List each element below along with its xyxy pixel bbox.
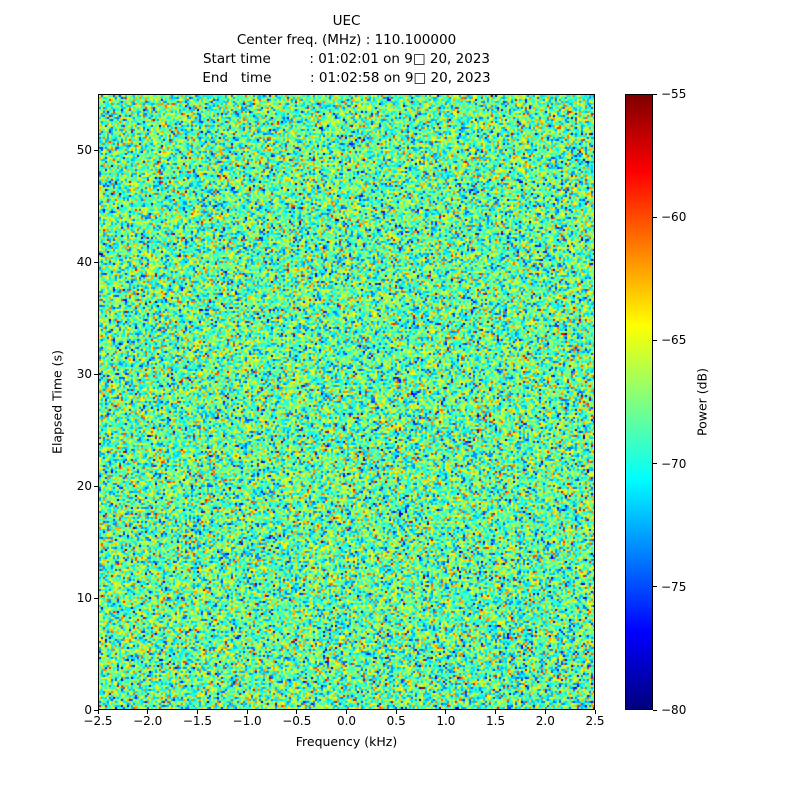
x-tick-mark (147, 710, 149, 714)
colorbar-tick-label: −55 (661, 87, 687, 101)
y-axis-label: Elapsed Time (s) (49, 350, 65, 454)
y-tick-label: 50 (76, 143, 92, 157)
x-tick-label: 1.5 (486, 714, 506, 728)
y-tick-label: 40 (76, 255, 92, 269)
x-tick-mark (196, 710, 198, 714)
x-tick-label: −1.5 (182, 714, 212, 728)
x-tick-mark (594, 710, 596, 714)
x-tick-mark (445, 710, 447, 714)
colorbar-gradient-canvas (626, 95, 652, 709)
y-tick-mark (94, 149, 98, 151)
x-tick-mark (246, 710, 248, 714)
x-tick-label: 1.0 (436, 714, 456, 728)
center-freq-line: Center freq. (MHz) : 110.100000 (236, 32, 457, 48)
colorbar-label: Power (dB) (694, 367, 710, 437)
y-tick-label: 30 (76, 367, 92, 381)
y-tick-mark (94, 597, 98, 599)
x-tick-label: −2.5 (83, 714, 113, 728)
x-tick-label: 2.0 (535, 714, 555, 728)
colorbar-tick-label: −65 (661, 333, 687, 348)
x-tick-mark (97, 710, 99, 714)
x-tick-mark (296, 710, 298, 714)
end-time-line: End time : 01:02:58 on 9□ 20, 2023 (202, 70, 491, 86)
x-axis-label: Frequency (kHz) (295, 734, 398, 749)
y-tick-mark (94, 373, 98, 375)
y-tick-mark (94, 485, 98, 487)
plot-area (98, 94, 595, 710)
x-tick-label: −0.5 (282, 714, 312, 728)
x-tick-mark (395, 710, 397, 714)
x-tick-mark (495, 710, 497, 714)
x-tick-label: 0.5 (386, 714, 406, 728)
colorbar-tick-label: −80 (661, 703, 687, 717)
colorbar-tick-mark (653, 93, 657, 95)
x-tick-mark (544, 710, 546, 714)
y-tick-mark (94, 709, 98, 711)
y-tick-mark (94, 261, 98, 263)
figure-title: UEC (332, 13, 361, 29)
x-tick-mark (346, 710, 347, 714)
x-tick-label: 0.0 (336, 714, 357, 728)
x-tick-label: −1.0 (232, 714, 262, 728)
spectrogram-heatmap-canvas (99, 95, 594, 709)
x-tick-label: 2.5 (585, 714, 605, 728)
start-time-line: Start time : 01:02:01 on 9□ 20, 2023 (202, 51, 490, 67)
colorbar-tick-mark (653, 339, 657, 341)
y-tick-label: 0 (84, 703, 92, 717)
colorbar-tick-label: −60 (661, 210, 687, 225)
colorbar-tick-mark (653, 709, 657, 711)
colorbar (625, 94, 653, 710)
colorbar-tick-label: −70 (661, 456, 687, 471)
figure-header: UEC Center freq. (MHz) : 110.100000 Star… (98, 12, 595, 88)
y-tick-label: 10 (76, 591, 92, 605)
colorbar-tick-label: −75 (661, 579, 687, 594)
colorbar-tick-mark (653, 216, 657, 218)
colorbar-tick-mark (653, 586, 657, 588)
colorbar-tick-mark (653, 463, 657, 465)
y-tick-label: 20 (76, 479, 92, 493)
x-tick-label: −2.0 (133, 714, 163, 728)
